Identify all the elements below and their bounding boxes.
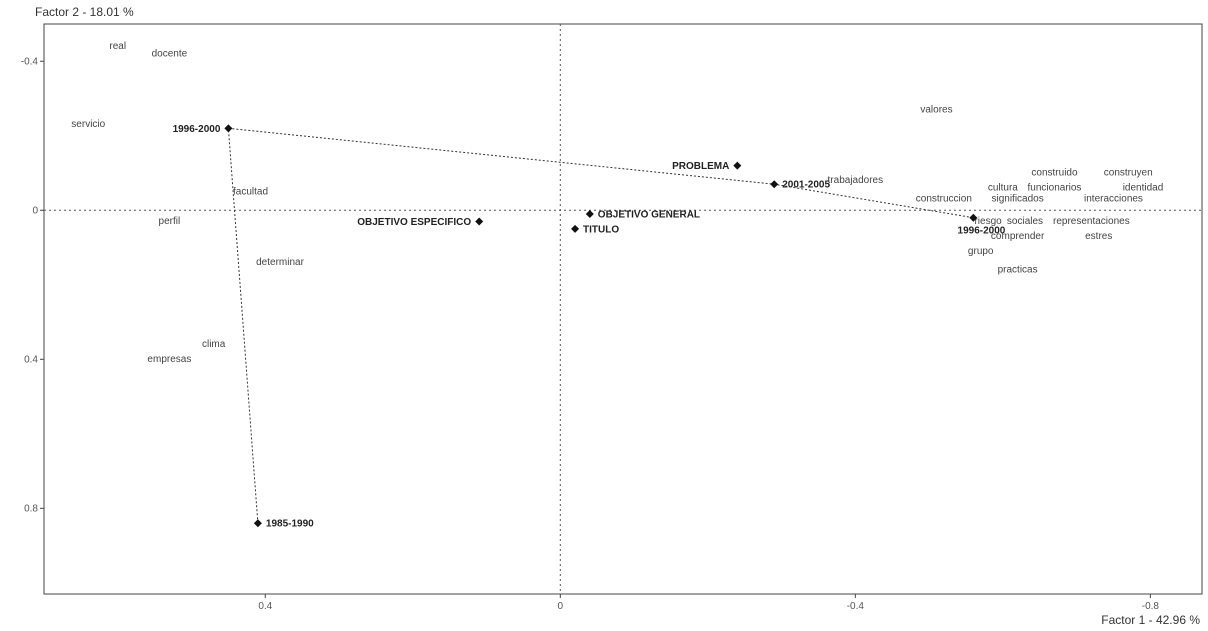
word-comprender: comprender: [991, 231, 1045, 242]
word-facultad: facultad: [233, 186, 268, 197]
word-representaciones: representaciones: [1053, 216, 1130, 227]
word-clima: clima: [202, 339, 226, 350]
label-1985-1990: 1985-1990: [266, 519, 314, 530]
tick-layer: 0.4 0 -0.4 -0.8 -0.4 0 0.4 0.8: [21, 56, 1160, 612]
x-axis-title: Factor 1 - 42.96 %: [1101, 613, 1200, 627]
word-construccion: construccion: [916, 194, 972, 205]
marker-titulo: [571, 224, 580, 233]
plot-frame: [43, 23, 1203, 595]
reference-lines: [44, 24, 1202, 594]
word-points: real docente servicio facultad perfil determi…: [71, 41, 1163, 365]
y-tick-label: 0: [32, 205, 38, 216]
label-problema: PROBLEMA: [672, 161, 729, 172]
marker-problema: [733, 161, 742, 170]
word-interacciones: interacciones: [1084, 194, 1143, 205]
word-valores: valores: [920, 104, 952, 115]
marker-2001-2005: [770, 180, 779, 189]
marker-1996-2000: [969, 213, 978, 222]
word-estres: estres: [1085, 231, 1112, 242]
marker-1985-1990: [253, 519, 262, 528]
word-perfil: perfil: [159, 216, 181, 227]
x-tick-label: -0.4: [847, 601, 865, 612]
period-trajectory: [227, 127, 974, 524]
word-cultura: cultura: [988, 183, 1018, 194]
y-tick-label: -0.4: [21, 56, 39, 67]
word-funcionarios: funcionarios: [1028, 183, 1082, 194]
y-tick-label: 0.8: [24, 503, 38, 514]
word-trabajadores: trabajadores: [828, 175, 884, 186]
label-2001-2005: 2001-2005: [782, 180, 830, 191]
label-1996-2000: 1996-2000: [958, 226, 1006, 237]
word-significados: significados: [991, 194, 1043, 205]
trajectory-line: [227, 127, 974, 524]
marker-objetivo-general: [585, 210, 594, 218]
marker-objetivo-especifico: [475, 217, 484, 226]
label-objetivo-especifico: OBJETIVO ESPECIFICO: [357, 217, 471, 228]
word-servicio: servicio: [71, 119, 105, 130]
word-empresas: empresas: [147, 354, 191, 365]
variable-points: 1996-2000 1985-1990 OBJETIVO ESPECIFICO OBJ…: [173, 124, 1006, 530]
x-tick-label: 0.4: [258, 601, 272, 612]
word-sociales: sociales: [1007, 216, 1043, 227]
word-practicas: practicas: [998, 265, 1038, 276]
word-riesgo: riesgo: [974, 216, 1002, 227]
word-grupo: grupo: [968, 246, 994, 257]
y-tick-label: 0.4: [24, 354, 38, 365]
word-construido: construido: [1031, 168, 1078, 179]
word-determinar: determinar: [256, 257, 304, 268]
word-construyen: construyen: [1104, 168, 1153, 179]
word-docente: docente: [152, 48, 188, 59]
label-titulo: TITULO: [583, 224, 619, 235]
label-1996-2000: 1996-2000: [173, 124, 221, 135]
x-tick-label: -0.8: [1142, 601, 1160, 612]
y-axis-title: Factor 2 - 18.01 %: [35, 5, 134, 19]
word-identidad: identidad: [1123, 183, 1164, 194]
word-real: real: [109, 41, 126, 52]
label-objetivo-general: OBJETIVO GENERAL: [598, 210, 700, 221]
x-tick-label: 0: [558, 601, 564, 612]
marker-1996-2000: [224, 124, 233, 133]
